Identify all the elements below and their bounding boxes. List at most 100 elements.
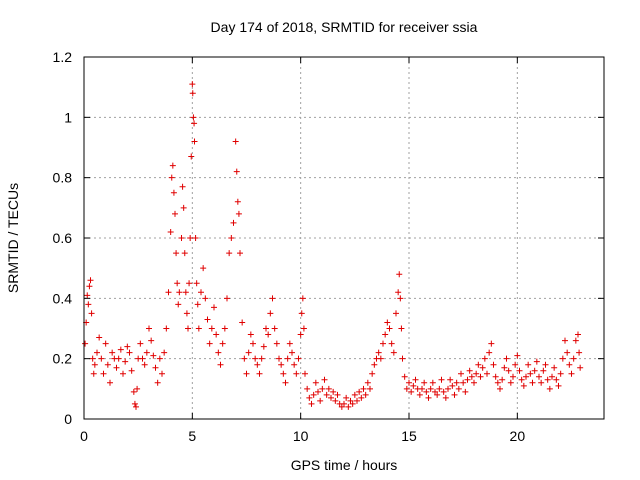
data-point <box>174 280 181 287</box>
data-point <box>183 310 190 317</box>
data-point <box>172 210 178 217</box>
data-point <box>175 301 182 308</box>
data-point <box>570 355 577 362</box>
data-point <box>133 403 139 410</box>
x-tick-label: 0 <box>80 428 88 444</box>
data-point <box>189 90 196 97</box>
data-point <box>273 340 280 347</box>
data-point <box>120 370 126 377</box>
data-point <box>386 325 393 332</box>
y-tick-label: 1 <box>64 109 72 125</box>
data-point <box>152 364 159 371</box>
data-point <box>233 168 240 175</box>
data-point <box>557 370 564 377</box>
data-point <box>263 325 269 332</box>
data-point <box>86 283 93 290</box>
data-point <box>200 265 207 272</box>
y-tick-label: 1.2 <box>53 49 73 65</box>
data-point <box>549 373 555 380</box>
data-point <box>358 394 365 401</box>
data-point <box>271 325 278 332</box>
data-point <box>141 361 148 368</box>
data-point <box>362 391 369 398</box>
data-point <box>182 289 189 296</box>
data-point <box>191 138 198 145</box>
data-point <box>501 364 508 371</box>
data-point <box>267 310 274 317</box>
data-point <box>148 337 155 344</box>
axes: 0 0.2 0.4 0.6 0.8 1 1.2 0 5 10 15 20 <box>53 49 604 444</box>
data-point <box>523 373 529 380</box>
data-point <box>122 358 129 365</box>
data-point <box>492 373 499 380</box>
data-point <box>90 370 97 377</box>
data-point <box>163 325 170 332</box>
data-point <box>494 379 501 386</box>
data-point <box>208 325 215 332</box>
data-point <box>380 340 386 347</box>
data-point <box>572 337 579 344</box>
data-point <box>445 385 451 392</box>
data-point <box>512 361 519 368</box>
y-axis-label: SRMTID / TECUs <box>5 183 21 293</box>
data-point <box>226 250 233 257</box>
data-point <box>388 340 395 347</box>
data-point <box>429 379 436 386</box>
data-point <box>449 382 456 389</box>
data-point <box>432 388 438 395</box>
data-point <box>306 394 313 401</box>
data-point <box>527 370 534 377</box>
data-point <box>113 364 120 371</box>
data-point <box>343 394 350 401</box>
data-point <box>382 331 389 338</box>
data-point <box>185 325 191 332</box>
data-point <box>538 379 545 386</box>
data-point <box>345 403 352 410</box>
data-point <box>284 355 291 362</box>
data-point <box>555 382 562 389</box>
data-point <box>477 373 484 380</box>
data-point <box>438 376 445 383</box>
data-point <box>447 376 454 383</box>
data-point <box>269 295 276 302</box>
data-point <box>124 343 131 350</box>
x-tick-label: 15 <box>401 428 417 444</box>
data-point <box>551 364 558 371</box>
data-point <box>88 310 95 317</box>
data-point <box>559 355 566 362</box>
data-point <box>367 385 373 392</box>
data-point <box>553 376 560 383</box>
data-point <box>156 355 163 362</box>
data-point <box>291 361 298 368</box>
data-point <box>325 385 332 392</box>
data-point <box>293 370 300 377</box>
data-point <box>398 325 405 332</box>
y-tick-label: 0.6 <box>53 230 73 246</box>
data-point <box>518 376 525 383</box>
data-point <box>510 373 516 380</box>
data-point <box>471 379 477 386</box>
data-point <box>130 388 137 395</box>
data-point <box>211 304 217 311</box>
data-point <box>421 379 428 386</box>
data-point <box>260 343 267 350</box>
data-point <box>488 340 495 347</box>
data-point <box>96 334 103 341</box>
data-point <box>193 280 200 287</box>
data-point <box>351 391 358 398</box>
data-point <box>401 373 408 380</box>
data-point <box>192 235 199 241</box>
data-point <box>173 250 180 257</box>
data-point <box>396 271 403 278</box>
data-point <box>176 289 183 296</box>
data-point <box>181 250 188 257</box>
data-point <box>258 355 265 362</box>
data-point <box>299 295 306 302</box>
data-point <box>458 370 464 377</box>
data-point <box>328 394 334 401</box>
data-point <box>85 301 92 308</box>
data-point <box>300 325 307 332</box>
data-point <box>475 361 482 368</box>
chart-title: Day 174 of 2018, SRMTID for receiver ssi… <box>211 19 478 35</box>
